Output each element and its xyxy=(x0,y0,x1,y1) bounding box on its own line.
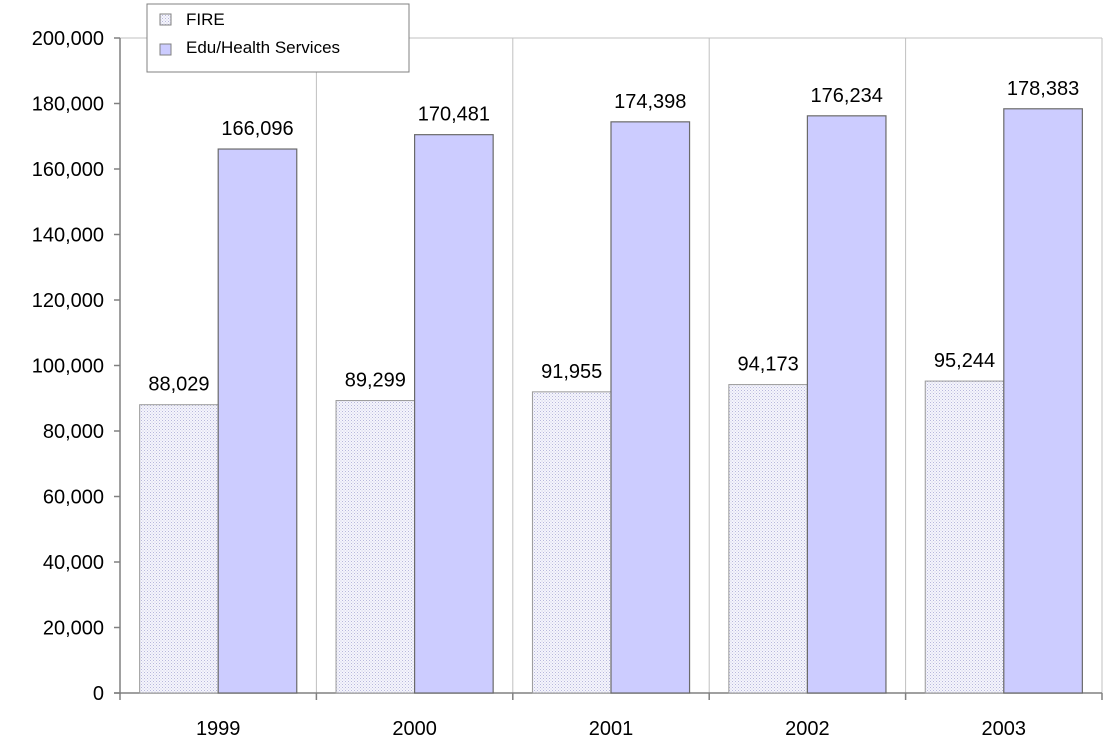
bar-edu-health xyxy=(1003,108,1083,694)
data-label-fire: 94,173 xyxy=(738,354,799,376)
data-labels: 88,029 166,096 89,299 170,481 91,955 174,398 9… xyxy=(148,78,1079,396)
legend-box xyxy=(146,3,410,73)
y-tick-label: 20,000 xyxy=(43,618,104,640)
x-tick-label: 2003 xyxy=(982,718,1027,740)
legend: FIRE Edu/Health Services xyxy=(146,3,410,73)
x-tick-label: 1999 xyxy=(196,718,241,740)
y-tick-label: 180,000 xyxy=(32,94,104,116)
bar-fire xyxy=(728,384,808,694)
bar-edu-health xyxy=(414,134,494,694)
data-label-fire: 88,029 xyxy=(148,374,209,396)
bar-fire xyxy=(139,404,219,694)
y-tick-label: 120,000 xyxy=(32,290,104,312)
y-tick-label: 100,000 xyxy=(32,356,104,378)
bars xyxy=(139,108,1083,694)
data-label-edu-health: 166,096 xyxy=(221,118,293,140)
legend-swatch-fire xyxy=(159,13,172,26)
axes: 0 20,000 40,000 60,000 80,000 100,000 120,000 1… xyxy=(32,28,1103,740)
y-tick-label: 60,000 xyxy=(43,487,104,509)
bar-edu-health xyxy=(806,115,887,694)
legend-swatch-edu-health xyxy=(159,43,172,56)
y-tick-label: 40,000 xyxy=(43,552,104,574)
data-label-edu-health: 174,398 xyxy=(614,91,686,113)
data-label-edu-health: 176,234 xyxy=(811,85,883,107)
x-tick-label: 2001 xyxy=(589,718,634,740)
y-tick-label: 0 xyxy=(93,683,104,705)
legend-label-fire: FIRE xyxy=(186,10,225,29)
data-label-edu-health: 178,383 xyxy=(1007,78,1079,100)
bar-fire xyxy=(531,391,612,694)
data-label-fire: 95,244 xyxy=(934,350,995,372)
bar-fire xyxy=(924,380,1005,694)
x-tick-label: 2000 xyxy=(392,718,437,740)
legend-label-edu-health: Edu/Health Services xyxy=(186,38,340,57)
y-tick-label: 200,000 xyxy=(32,28,104,50)
bar-edu-health xyxy=(610,121,691,694)
x-tick-label: 2002 xyxy=(785,718,830,740)
data-label-fire: 91,955 xyxy=(541,361,602,383)
y-tick-label: 140,000 xyxy=(32,225,104,247)
y-tick-label: 80,000 xyxy=(43,421,104,443)
data-label-fire: 89,299 xyxy=(345,370,406,392)
data-label-edu-health: 170,481 xyxy=(418,104,490,126)
bar-fire xyxy=(335,400,416,694)
bar-edu-health xyxy=(217,148,298,694)
y-tick-label: 160,000 xyxy=(32,159,104,181)
